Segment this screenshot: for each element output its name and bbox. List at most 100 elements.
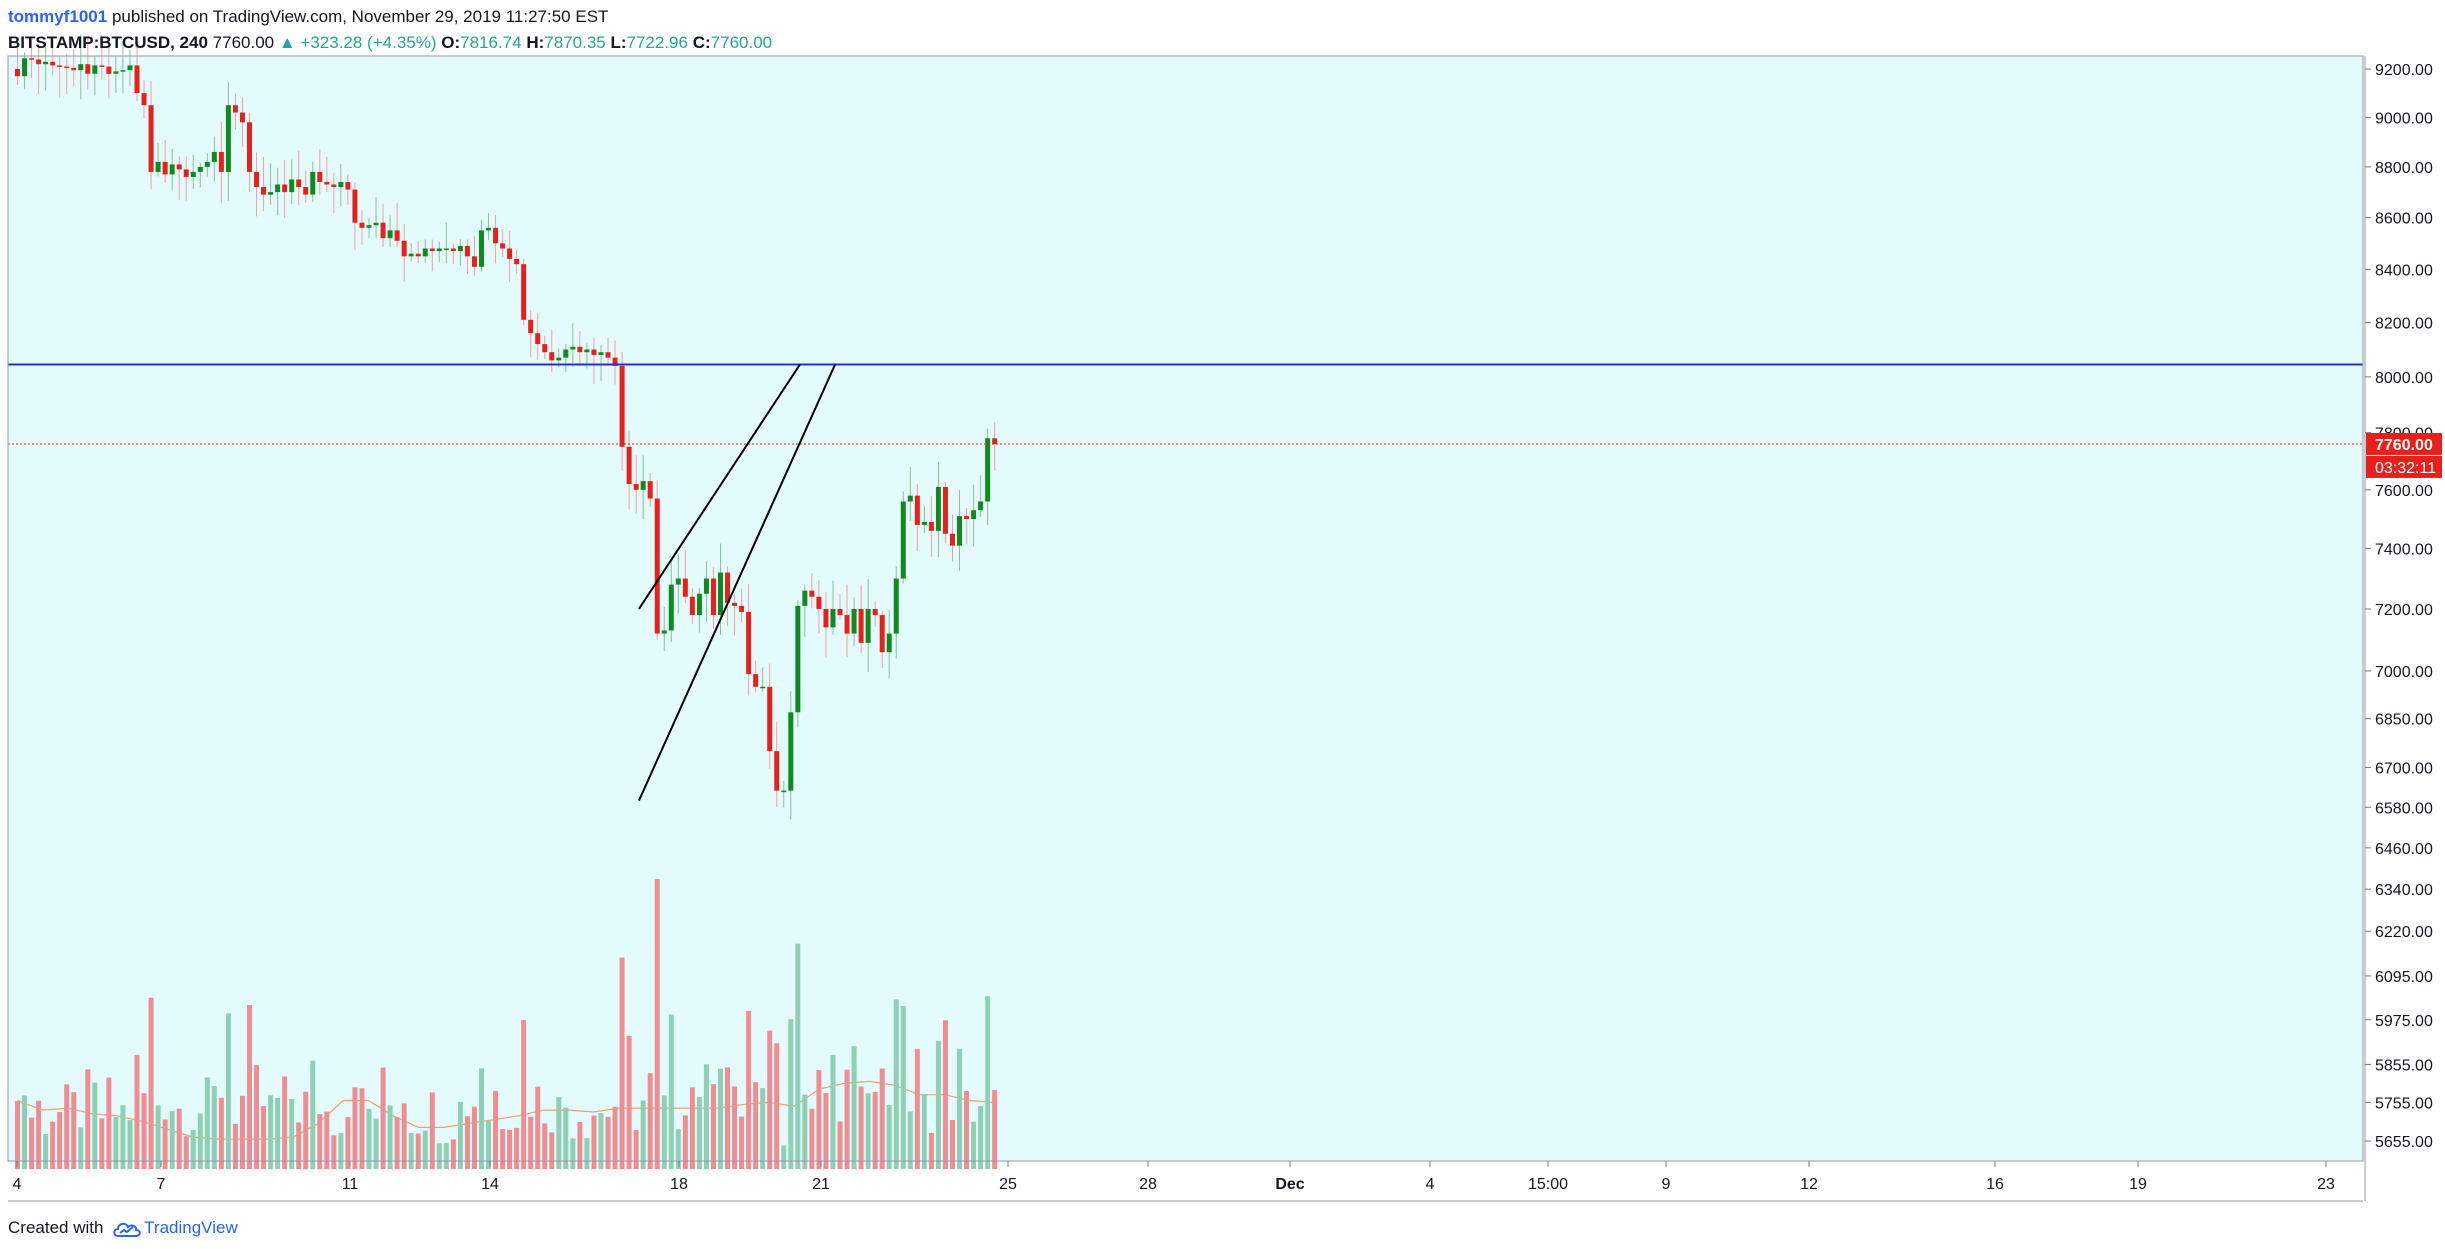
volume-bar	[830, 1054, 836, 1169]
candle-body	[886, 633, 892, 653]
candle-body	[71, 67, 77, 71]
volume-bar	[879, 1068, 885, 1169]
candle-body	[366, 225, 372, 228]
candle-body	[486, 227, 492, 231]
candle-body	[591, 349, 597, 355]
volume-bar	[921, 1094, 927, 1169]
candle-body	[22, 58, 28, 77]
candle-body	[162, 161, 168, 175]
volume-bar	[429, 1092, 435, 1169]
candle-body	[760, 686, 766, 689]
time-tick-label: 4	[13, 1176, 22, 1193]
chart-header: tommyf1001 published on TradingView.com,…	[8, 4, 772, 56]
volume-bar	[366, 1108, 372, 1169]
candle-body	[675, 578, 681, 585]
candle-body	[598, 352, 604, 355]
candle-body	[218, 151, 224, 172]
volume-bar	[507, 1129, 513, 1169]
volume-bar	[471, 1106, 477, 1169]
volume-bar	[275, 1098, 281, 1169]
candle-body	[50, 61, 56, 66]
price-tick-label: 8600.00	[2375, 211, 2433, 228]
volume-bar	[528, 1116, 534, 1169]
candle-body	[957, 516, 963, 546]
volume-bar	[900, 1005, 906, 1169]
volume-bar	[43, 1134, 49, 1169]
author-link[interactable]: tommyf1001	[8, 7, 108, 26]
volume-bar	[176, 1108, 182, 1169]
drawn-lines[interactable]	[8, 363, 2363, 802]
volume-bar	[619, 957, 625, 1169]
volume-bar	[985, 996, 991, 1169]
volume-bar	[542, 1123, 548, 1169]
candle-body	[246, 122, 252, 172]
volume-bar	[858, 1086, 864, 1169]
low-value: 7722.96	[626, 33, 688, 52]
candle-body	[422, 248, 428, 257]
candle-body	[661, 630, 667, 634]
candle-body	[443, 248, 449, 251]
time-tick-label: 14	[481, 1176, 499, 1193]
volume-bar	[935, 1040, 941, 1169]
volume-bar	[696, 1096, 702, 1169]
candle-body	[113, 71, 119, 74]
volume-bar	[556, 1097, 562, 1169]
volume-bar	[134, 1054, 140, 1169]
volume-bar	[732, 1086, 738, 1169]
time-tick-label: 16	[1986, 1176, 2004, 1193]
candle-body	[549, 352, 555, 361]
volume-bar	[971, 1121, 977, 1169]
candle-body	[464, 245, 470, 257]
time-tick-label: 25	[999, 1176, 1017, 1193]
price-axis[interactable]: 9200.00 9000.00 8800.00 8600.00 8400.00 8200.…	[2365, 62, 2433, 1151]
candle-body	[268, 192, 274, 195]
candle-body	[310, 171, 316, 195]
candle-body	[275, 184, 281, 193]
volume-bar	[964, 1090, 970, 1169]
candle-body	[15, 69, 20, 77]
candle-body	[844, 615, 850, 634]
symbol-name[interactable]: BITSTAMP:BTCUSD, 240	[8, 33, 208, 52]
chart-frame	[7, 55, 2366, 1202]
time-tick-label: 9	[1662, 1176, 1671, 1193]
volume-bar	[661, 1095, 667, 1169]
candle-body	[928, 521, 934, 531]
candle-body	[725, 572, 731, 603]
candle-body	[345, 181, 351, 190]
wedge-upper-line[interactable]	[638, 363, 801, 610]
volume-bar	[99, 1118, 105, 1169]
time-tick-label: 18	[670, 1176, 688, 1193]
volume-bar	[844, 1069, 850, 1169]
volume-bar	[549, 1132, 555, 1169]
price-tick-label: 6220.00	[2375, 924, 2433, 941]
candle-body	[556, 357, 562, 361]
candle-body	[570, 346, 576, 350]
volume-bar	[788, 1019, 794, 1169]
candle-body	[942, 486, 948, 534]
candle-body	[858, 608, 864, 643]
candle-body	[78, 64, 84, 71]
candle-body	[577, 346, 583, 353]
candle-body	[148, 105, 154, 172]
volume-bar	[261, 1106, 267, 1169]
volume-bar	[239, 1095, 245, 1169]
time-axis[interactable]: 4 7 11 14 18 21 25 28 Dec 4 15:00 9 12 16 19 23	[13, 1161, 2335, 1193]
volume-bar	[36, 1100, 42, 1169]
volume-bar	[598, 1113, 604, 1169]
time-tick-label: 19	[2129, 1176, 2147, 1193]
tradingview-brand-link[interactable]: TradingView	[144, 1218, 238, 1237]
candle-body	[626, 446, 632, 485]
open-value: 7816.74	[460, 33, 522, 52]
volume-bar	[914, 1048, 920, 1169]
candle-body	[401, 240, 407, 257]
volume-bar	[443, 1142, 449, 1169]
volume-bar	[584, 1138, 590, 1169]
wedge-lower-line[interactable]	[638, 364, 837, 802]
volume-bar	[626, 1035, 632, 1169]
candle-body	[478, 230, 484, 267]
volume-bar	[795, 943, 801, 1169]
volume-bar	[647, 1073, 653, 1169]
candle-body	[261, 187, 267, 195]
volume-bar	[535, 1086, 541, 1169]
